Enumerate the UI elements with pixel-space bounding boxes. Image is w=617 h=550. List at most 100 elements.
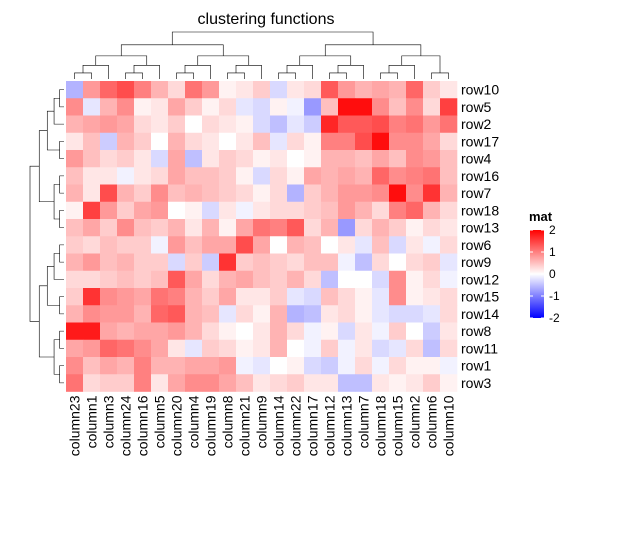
heatmap-cell [83, 288, 101, 306]
heatmap-cell [236, 81, 254, 99]
heatmap-cell [117, 339, 135, 358]
heatmap-cell [168, 201, 186, 220]
heatmap-cell [117, 201, 135, 220]
dendrogram-branch [171, 31, 374, 45]
heatmap-cell [270, 270, 288, 289]
dendrogram-branch [59, 210, 64, 228]
heatmap-cell [389, 253, 407, 272]
heatmap-cell [83, 201, 101, 220]
heatmap-cell [338, 270, 356, 289]
heatmap-cell [66, 81, 84, 99]
column-label: column19 [203, 395, 219, 456]
row-label: row7 [461, 185, 492, 201]
heatmap-cell [100, 339, 118, 358]
column-label: column16 [135, 395, 151, 456]
heatmap-cell [66, 98, 84, 116]
heatmap-cell [440, 339, 458, 358]
heatmap-cell [304, 219, 322, 237]
heatmap-cell [338, 115, 356, 134]
heatmap-cell [83, 236, 101, 254]
heatmap-cell [304, 357, 322, 375]
heatmap-cell [304, 270, 322, 289]
dendrogram-branch [29, 165, 40, 322]
heatmap-cell [372, 201, 390, 220]
column-label: column21 [237, 395, 253, 456]
heatmap-cell [372, 270, 390, 289]
heatmap-cell [134, 253, 152, 272]
heatmap-cell [270, 288, 288, 306]
heatmap-cell [304, 253, 322, 272]
heatmap-cell [287, 236, 305, 254]
heatmap-cell [338, 184, 356, 203]
column-label: column14 [271, 395, 287, 456]
heatmap-cell [117, 167, 135, 185]
heatmap-cell [440, 115, 458, 134]
heatmap-cell [338, 374, 356, 392]
heatmap-cell [151, 305, 169, 323]
heatmap-cell [134, 339, 152, 358]
row-label: row12 [461, 271, 499, 287]
heatmap-cell [219, 374, 237, 392]
heatmap-cell [151, 322, 169, 341]
heatmap-cell [423, 270, 441, 289]
heatmap-cell [134, 270, 152, 289]
heatmap-cell [83, 253, 101, 272]
heatmap-cell [287, 270, 305, 289]
heatmap-cell [423, 322, 441, 341]
heatmap-cell [151, 150, 169, 168]
heatmap-cell [372, 184, 390, 203]
heatmap-cell [100, 322, 118, 341]
heatmap-cell [134, 150, 152, 168]
heatmap-cell [338, 132, 356, 151]
heatmap-cell [389, 236, 407, 254]
heatmap-cell [236, 184, 254, 203]
heatmap-cell [389, 184, 407, 203]
heatmap-cell [406, 270, 424, 289]
column-label: column10 [441, 395, 457, 456]
heatmap-cell [219, 357, 237, 375]
heatmap-cell [151, 81, 169, 99]
heatmap-cell [100, 288, 118, 306]
column-label: column17 [305, 395, 321, 456]
dendrogram-branch [46, 266, 60, 306]
heatmap-cell [355, 219, 373, 237]
heatmap-cell [219, 115, 237, 134]
heatmap-cell [100, 132, 118, 151]
heatmap-cell [406, 98, 424, 116]
heatmap-cell [440, 167, 458, 185]
legend-tick-label: 2 [549, 223, 556, 237]
heatmap-cell [321, 253, 339, 272]
heatmap-cell [236, 270, 254, 289]
heatmap-cell [168, 339, 186, 358]
heatmap-cell [372, 339, 390, 358]
heatmap-cell [253, 115, 271, 134]
row-label: row2 [461, 116, 492, 132]
column-label: column2 [407, 395, 423, 448]
heatmap-cell [151, 115, 169, 134]
heatmap-cell [66, 357, 84, 375]
heatmap-cell [219, 322, 237, 341]
column-label: column12 [322, 395, 338, 456]
heatmap-cell [100, 374, 118, 392]
heatmap-cell [83, 115, 101, 134]
heatmap-cell [134, 357, 152, 375]
heatmap-cell [321, 184, 339, 203]
heatmap-cell [406, 115, 424, 134]
heatmap-cell [423, 339, 441, 358]
heatmap-cell [338, 201, 356, 220]
column-label: column6 [424, 395, 440, 448]
heatmap-cell [100, 167, 118, 185]
heatmap-cell [151, 253, 169, 272]
heatmap-cell [185, 150, 203, 168]
heatmap-cell [304, 81, 322, 99]
heatmap-cell [389, 167, 407, 185]
heatmap-cell [372, 357, 390, 375]
heatmap-cell [117, 81, 135, 99]
legend-tick-label: -2 [549, 311, 560, 325]
heatmap-cell [389, 132, 407, 151]
heatmap-cell [270, 322, 288, 341]
row-label: row18 [461, 202, 499, 218]
dendrogram-branch [125, 72, 143, 79]
dendrogram-branch [337, 64, 364, 79]
